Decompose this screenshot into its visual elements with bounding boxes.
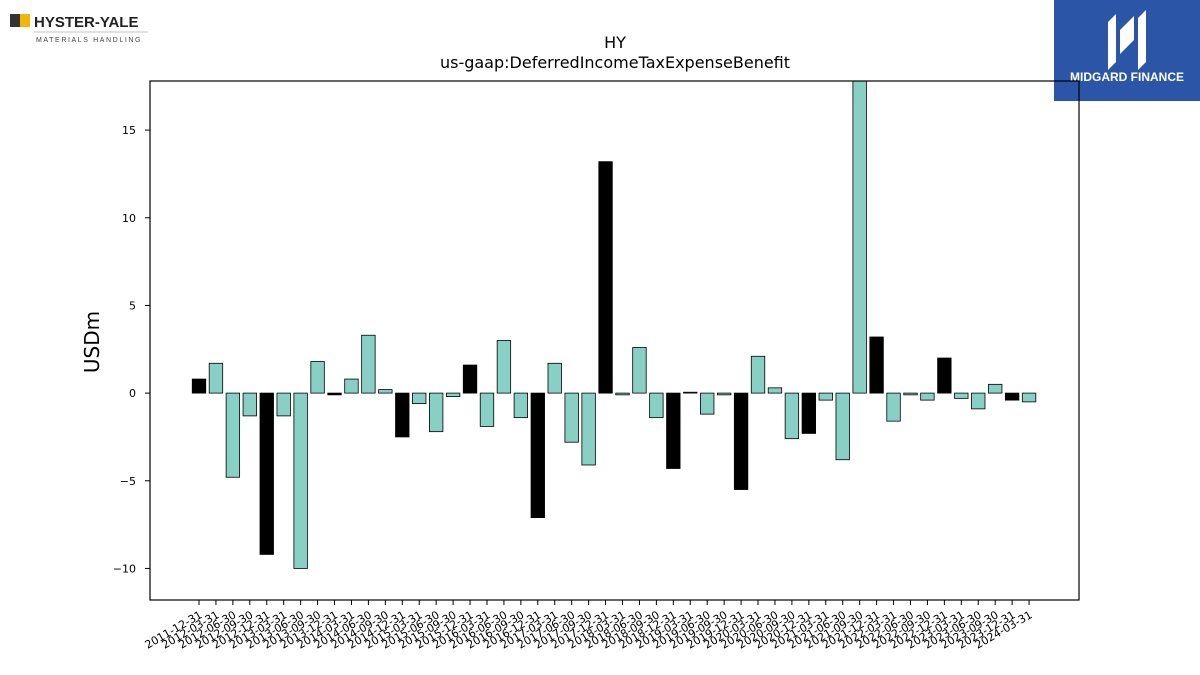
y-tick-label: −10 — [113, 562, 136, 575]
bar-2021-09-30 — [852, 80, 867, 394]
bar-2020-09-30 — [784, 392, 800, 440]
bar-2018-06-30 — [632, 347, 647, 394]
bar-2013-09-30 — [310, 361, 325, 394]
midgard-finance-logo: MIDGARD FINANCE — [1054, 0, 1200, 101]
chart-subtitle: us-gaap:DeferredIncomeTaxExpenseBenefit — [440, 53, 790, 72]
bar-2013-03-31 — [276, 392, 291, 417]
bar-2012-12-31 — [259, 392, 274, 555]
bar-2017-12-31 — [598, 161, 613, 394]
bar-2012-03-31 — [208, 362, 224, 394]
bar-2011-12-31 — [191, 378, 207, 394]
bar-2017-03-31 — [547, 362, 562, 394]
logo-left-name: HYSTER-YALE — [34, 14, 138, 31]
bar-2017-09-30 — [581, 392, 596, 466]
bar-2016-03-31 — [479, 392, 495, 427]
bar-2022-03-31 — [886, 392, 901, 422]
y-axis-label: USDm — [80, 311, 104, 373]
y-tick-label: −5 — [120, 475, 136, 488]
logo-right-name: MIDGARD FINANCE — [1070, 70, 1184, 84]
bar-2012-06-30 — [225, 392, 241, 478]
bar-2023-03-31 — [954, 392, 969, 399]
bar-2016-09-30 — [513, 392, 529, 419]
hyster-yale-logo: HYSTER-YALE MATERIALS HANDLING — [10, 12, 160, 44]
y-tick-label: 15 — [122, 124, 136, 137]
bar-2014-09-30 — [378, 389, 393, 394]
bar-2014-03-31 — [344, 378, 359, 394]
bar-2018-12-31 — [666, 392, 681, 469]
bar-2022-09-30 — [920, 392, 935, 401]
y-tick-label: 5 — [129, 299, 136, 312]
bar-2022-06-30 — [903, 392, 918, 396]
bar-2013-06-30 — [293, 392, 308, 569]
bar-2019-09-30 — [716, 392, 732, 396]
midgard-logo-graphic: MIDGARD FINANCE — [1070, 10, 1184, 84]
bar-2020-03-31 — [750, 355, 766, 394]
bar-2016-06-30 — [496, 340, 512, 394]
bar-2015-06-30 — [429, 392, 444, 433]
hyster-yale-logo-graphic: HYSTER-YALE MATERIALS HANDLING — [10, 14, 148, 44]
bar-2020-06-30 — [767, 387, 783, 394]
bar-2023-09-30 — [988, 383, 1003, 394]
bar-2021-06-30 — [835, 392, 850, 461]
logo-mark-right — [1138, 10, 1146, 70]
bar-2024-03-31 — [1021, 392, 1037, 403]
bar-2014-12-31 — [395, 392, 410, 438]
y-tick-label: 0 — [129, 387, 136, 400]
x-axis-ticks: 2011-12-312012-03-312012-06-302012-09-30… — [143, 600, 1035, 652]
bar-2020-12-31 — [801, 392, 816, 434]
bar-2017-06-30 — [564, 392, 579, 443]
bars-group — [191, 80, 1037, 569]
bar-2018-09-30 — [649, 392, 664, 419]
bar-2014-06-30 — [361, 334, 376, 394]
logo-h-block — [10, 14, 20, 27]
chart-title: HY — [604, 33, 626, 52]
bar-2023-06-30 — [971, 392, 986, 410]
bar-2023-12-31 — [1004, 392, 1020, 401]
bar-2015-12-31 — [462, 364, 478, 394]
bar-2015-03-31 — [412, 392, 427, 405]
bar-2021-03-31 — [818, 392, 833, 401]
bar-2019-12-31 — [733, 392, 749, 490]
logo-mark-left — [1108, 14, 1116, 70]
bar-2019-06-30 — [700, 392, 715, 415]
y-axis-ticks: −10 −5 0 5 10 15 — [113, 124, 150, 575]
bar-2015-09-30 — [445, 392, 461, 398]
logo-left-sub: MATERIALS HANDLING — [36, 37, 142, 44]
logo-mark-mid — [1120, 16, 1134, 54]
bar-2018-03-31 — [615, 392, 630, 396]
plot-frame — [149, 80, 1080, 601]
bar-2022-12-31 — [937, 357, 952, 394]
bar-2021-12-31 — [869, 336, 884, 394]
bar-2019-03-31 — [683, 391, 698, 394]
bar-2016-12-31 — [530, 392, 545, 518]
y-tick-label: 10 — [122, 212, 136, 225]
bar-2012-09-30 — [242, 392, 257, 417]
logo-y-block — [20, 14, 30, 27]
bar-2013-12-31 — [327, 392, 342, 396]
